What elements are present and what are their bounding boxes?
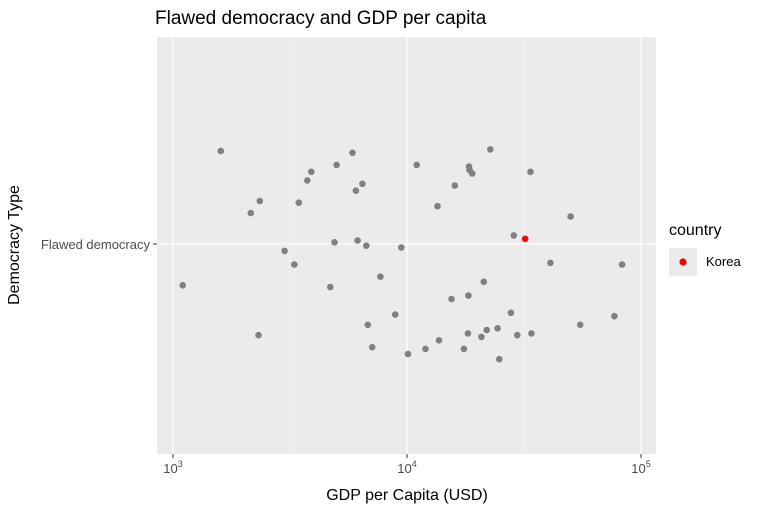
point — [494, 325, 501, 332]
point — [368, 343, 376, 351]
x-tick-label: 105 — [631, 459, 650, 476]
point — [611, 312, 618, 320]
point — [179, 282, 186, 289]
point — [255, 331, 262, 339]
x-tick-label: 104 — [397, 459, 416, 476]
point — [291, 261, 298, 268]
point — [354, 237, 361, 244]
point — [478, 333, 485, 341]
point — [451, 182, 459, 189]
point — [528, 330, 535, 337]
point — [487, 146, 494, 153]
x-axis-title: GDP per Capita (USD) — [326, 487, 488, 504]
point — [465, 292, 472, 299]
legend: country Korea — [669, 222, 741, 276]
point — [391, 311, 399, 318]
point — [404, 350, 412, 358]
point-korea — [521, 235, 529, 243]
y-tick-label: Flawed democracy — [41, 237, 151, 252]
point — [483, 326, 491, 334]
point — [448, 295, 455, 303]
point — [349, 149, 356, 157]
point — [308, 168, 315, 176]
chart-title: Flawed democracy and GDP per capita — [155, 8, 487, 29]
point — [422, 345, 429, 353]
point — [304, 177, 311, 184]
point — [510, 232, 518, 239]
point — [480, 278, 488, 286]
y-axis: Flawed democracy — [41, 237, 157, 252]
point — [496, 355, 503, 363]
y-axis-title: Democracy Type — [6, 185, 23, 305]
point — [327, 283, 334, 291]
point — [377, 273, 384, 281]
point — [295, 199, 303, 206]
point — [435, 337, 443, 344]
legend-title: country — [669, 222, 721, 239]
point — [364, 321, 372, 329]
point — [359, 180, 366, 188]
x-tick-label: 103 — [163, 459, 182, 476]
point — [567, 213, 574, 220]
point — [352, 187, 360, 194]
legend-label-korea: Korea — [706, 254, 741, 269]
point — [331, 239, 338, 246]
point — [413, 161, 421, 169]
data-points — [179, 146, 626, 363]
point — [281, 247, 288, 255]
point — [460, 345, 468, 353]
point — [398, 244, 405, 251]
point — [256, 197, 264, 205]
point — [464, 330, 472, 337]
legend-key-dot — [679, 258, 687, 266]
point — [363, 242, 370, 249]
x-axis: 103 104 105 — [163, 454, 651, 476]
point — [468, 170, 476, 177]
point — [434, 202, 441, 210]
point — [217, 147, 225, 155]
point — [618, 261, 626, 268]
grid-lines — [157, 37, 656, 454]
point — [247, 209, 255, 217]
point — [527, 168, 534, 176]
point — [514, 331, 521, 339]
point — [547, 259, 554, 267]
point — [507, 309, 515, 317]
point — [333, 161, 340, 169]
point — [576, 321, 584, 329]
